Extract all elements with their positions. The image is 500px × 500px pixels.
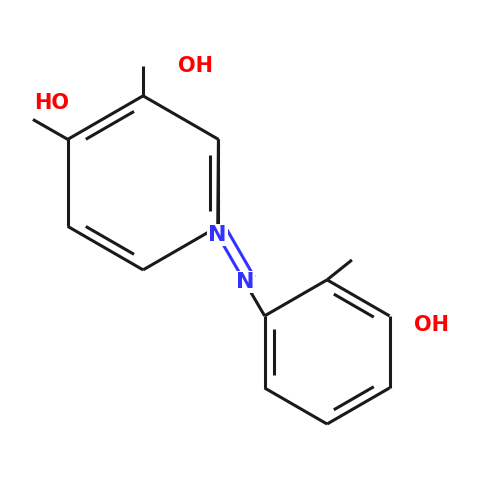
Text: OH: OH [178,56,213,76]
Text: N: N [208,225,227,245]
Text: N: N [236,272,255,292]
Text: OH: OH [414,314,449,334]
Text: HO: HO [34,94,68,114]
